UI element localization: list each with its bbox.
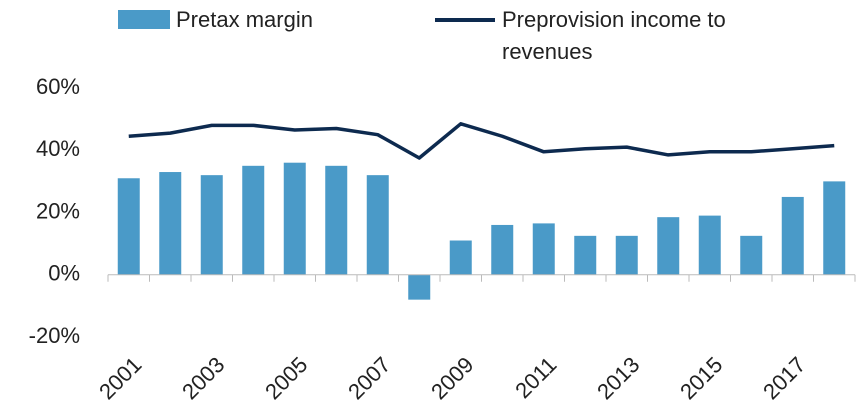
legend-swatch [118, 10, 170, 29]
x-tick-label: 2013 [592, 352, 644, 404]
bar [532, 223, 555, 275]
x-tick-label: 2015 [675, 352, 727, 404]
bar [823, 181, 846, 275]
bar [657, 217, 680, 275]
bar [408, 274, 431, 300]
bar [325, 165, 348, 275]
bar [615, 235, 638, 275]
bar [698, 215, 721, 275]
y-tick-label: -20% [29, 323, 80, 348]
bar [366, 175, 389, 275]
bar [242, 165, 265, 275]
x-tick-label: 2017 [758, 352, 810, 404]
bar [117, 178, 140, 275]
x-tick-label: 2009 [426, 352, 478, 404]
y-tick-label: 60% [36, 74, 80, 99]
x-tick-label: 2011 [510, 352, 561, 403]
x-tick-label: 2003 [177, 352, 229, 404]
y-tick-label: 0% [48, 261, 80, 286]
bar [781, 196, 804, 275]
bar [574, 235, 597, 275]
x-tick-label: 2001 [94, 352, 146, 404]
bar [740, 235, 763, 275]
line [128, 122, 835, 160]
x-tick-label: 2007 [343, 352, 395, 404]
legend-label: Pretax margin [176, 7, 313, 32]
bar [200, 175, 223, 275]
legend-label: Preprovision income to revenues [502, 7, 726, 64]
bar [159, 172, 182, 275]
y-tick-label: 40% [36, 136, 80, 161]
bar [283, 162, 306, 275]
bar [449, 240, 472, 275]
bar [491, 224, 514, 275]
y-tick-label: 20% [36, 198, 80, 223]
x-tick-label: 2005 [260, 352, 312, 404]
